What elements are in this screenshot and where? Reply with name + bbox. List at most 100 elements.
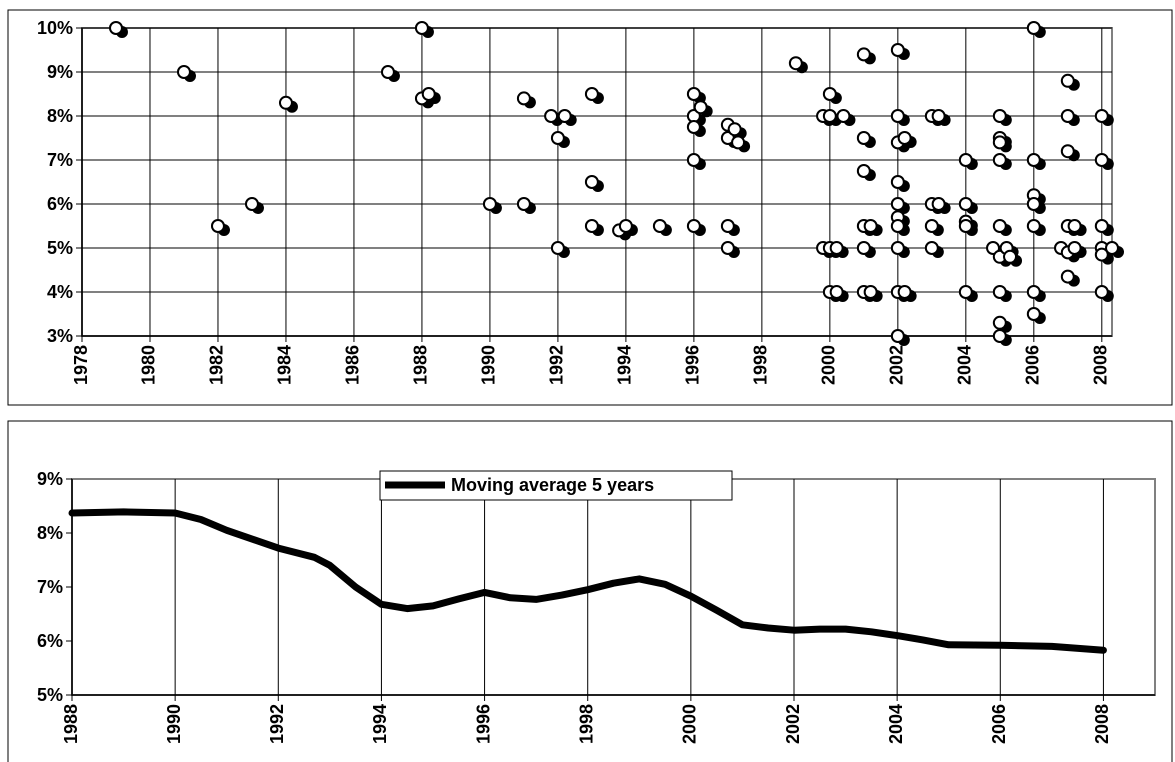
scatter-point xyxy=(788,56,808,74)
scatter-point xyxy=(380,65,400,82)
y-tick-label: 5% xyxy=(47,238,73,258)
point xyxy=(414,21,429,35)
x-tick-label: 1990 xyxy=(479,345,499,385)
scatter-point xyxy=(897,285,917,302)
scatter-point xyxy=(1094,109,1114,126)
scatter-point xyxy=(1026,21,1046,38)
scatter-point xyxy=(108,21,128,38)
point xyxy=(1067,219,1082,233)
point xyxy=(720,219,735,233)
scatter-point xyxy=(244,197,264,214)
x-tick-label: 2000 xyxy=(680,704,700,744)
y-tick-label: 7% xyxy=(37,577,63,597)
y-tick-label: 10% xyxy=(37,18,73,38)
scatter-point xyxy=(856,164,876,181)
point xyxy=(1060,73,1075,88)
scatter-point xyxy=(720,241,740,258)
scatter-point xyxy=(1060,109,1080,126)
point xyxy=(958,285,973,299)
scatter-point xyxy=(1060,73,1080,91)
point xyxy=(244,197,259,211)
scatter-point xyxy=(210,219,230,236)
scatter-point xyxy=(856,47,876,65)
scatter-point xyxy=(686,153,706,170)
scatter-point xyxy=(924,219,944,236)
scatter-point xyxy=(686,219,706,236)
scatter-point xyxy=(890,43,910,60)
point xyxy=(108,21,123,35)
point xyxy=(1094,247,1109,262)
scatter-point xyxy=(550,131,570,148)
scatter-point xyxy=(992,329,1012,346)
y-tick-label: 9% xyxy=(47,62,73,82)
point xyxy=(584,175,599,189)
point xyxy=(686,219,701,233)
x-tick-label: 2006 xyxy=(989,704,1009,744)
point xyxy=(992,315,1007,330)
point xyxy=(890,197,905,211)
scatter-point xyxy=(1026,197,1046,214)
point xyxy=(863,285,878,299)
point xyxy=(829,241,844,255)
point xyxy=(992,109,1007,123)
x-tick-label: 1988 xyxy=(61,704,81,744)
point xyxy=(1094,285,1109,299)
x-tick-label: 2004 xyxy=(886,704,906,744)
y-tick-label: 4% xyxy=(47,282,73,302)
scatter-point xyxy=(516,91,536,109)
scatter-point xyxy=(890,219,910,236)
point xyxy=(958,197,973,211)
point xyxy=(686,87,701,101)
scatter-point xyxy=(890,241,910,258)
point xyxy=(992,329,1007,343)
scatter-point xyxy=(992,285,1012,302)
scatter-point xyxy=(897,131,917,148)
point xyxy=(958,153,973,167)
point xyxy=(176,65,191,79)
point xyxy=(788,56,803,71)
point xyxy=(686,153,701,167)
point xyxy=(1105,241,1119,255)
point xyxy=(1026,285,1041,299)
scatter-point xyxy=(1094,247,1114,265)
scatter-point xyxy=(1094,219,1114,236)
scatter-point xyxy=(1060,269,1080,287)
point xyxy=(924,219,939,233)
scatter-point xyxy=(618,219,638,236)
point xyxy=(822,87,837,101)
x-tick-label: 2008 xyxy=(1092,704,1112,744)
point xyxy=(618,219,633,233)
x-tick-label: 2000 xyxy=(819,345,839,385)
plot-area xyxy=(71,478,1156,696)
x-tick-label: 2008 xyxy=(1091,345,1111,385)
x-tick-label: 1988 xyxy=(411,345,431,385)
point xyxy=(931,109,946,123)
scatter-point xyxy=(890,329,910,346)
point xyxy=(992,285,1007,299)
scatter-point xyxy=(890,109,910,126)
point xyxy=(544,109,559,123)
point xyxy=(1094,219,1109,233)
y-tick-label: 3% xyxy=(47,326,73,346)
point xyxy=(958,219,973,233)
scatter-point xyxy=(731,135,751,153)
point xyxy=(890,175,905,189)
point xyxy=(516,91,531,106)
scatter-point xyxy=(992,315,1012,333)
scatter-point xyxy=(1026,307,1046,324)
x-tick-label: 1998 xyxy=(576,704,596,744)
point xyxy=(1060,144,1075,159)
x-tick-label: 1992 xyxy=(547,345,567,385)
y-tick-label: 9% xyxy=(37,469,63,489)
x-tick-label: 2006 xyxy=(1023,345,1043,385)
point xyxy=(421,87,436,101)
point xyxy=(731,135,746,150)
scatter-point xyxy=(176,65,196,82)
point xyxy=(1026,307,1041,321)
scatter-point xyxy=(1105,241,1124,258)
y-tick-label: 8% xyxy=(37,523,63,543)
scatter-point xyxy=(1094,153,1114,170)
point xyxy=(720,241,735,255)
line-series xyxy=(68,508,1107,654)
